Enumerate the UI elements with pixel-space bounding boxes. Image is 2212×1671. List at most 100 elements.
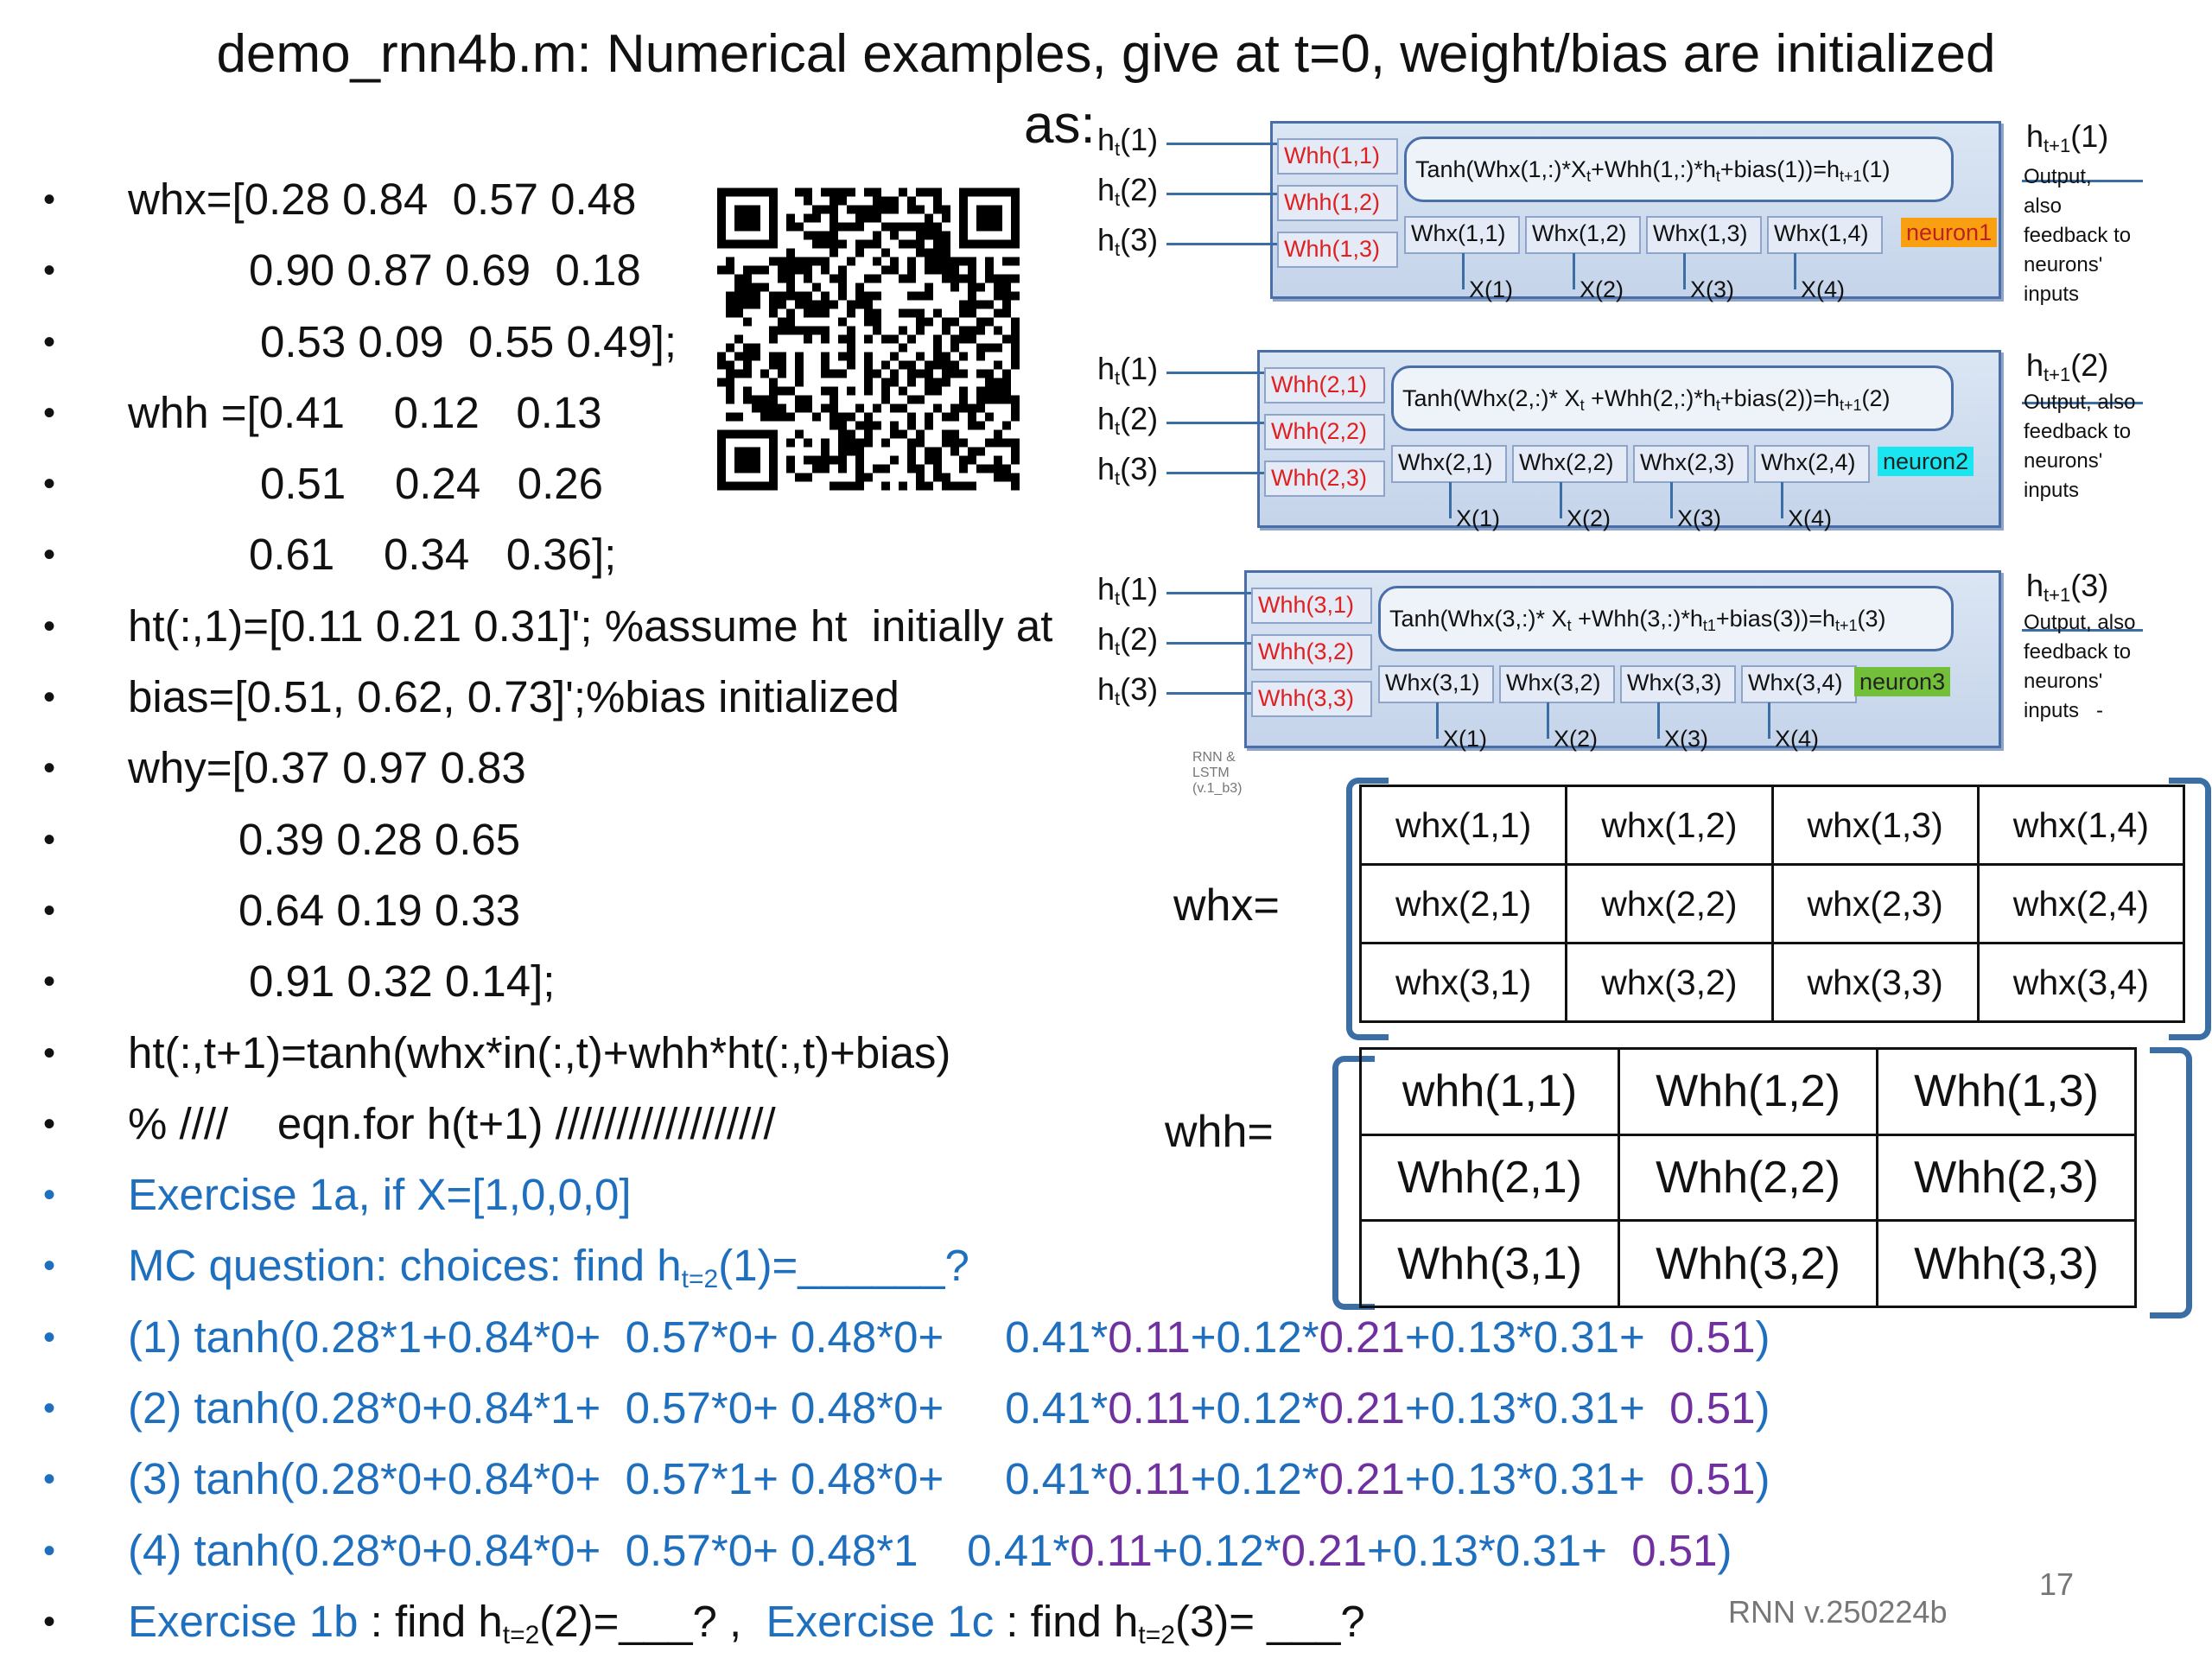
qr-module [847,222,855,232]
qr-module [743,265,752,275]
qr-module [864,473,873,482]
qr-module [786,308,795,318]
diagram-caption: RNN & LSTM (v.1_b3) [1192,750,1243,796]
qr-module [925,360,933,370]
qr-module [881,222,890,232]
qr-module [933,455,942,465]
qr-module [821,187,830,197]
qr-module [881,205,890,214]
qr-module [778,352,786,361]
output-arrow [2022,402,2143,404]
h-subscript: t [1115,467,1121,489]
h-symbol: h [2026,347,2044,383]
choice-bias: 0.51 [1669,1383,1756,1433]
qr-module [881,464,890,473]
qr-module [1011,412,1020,422]
x-input-arrow [1794,253,1796,289]
qr-module [968,265,976,275]
qr-module [821,308,830,318]
code-line: • bias=[0.51, 0.62, 0.73]';%bias initiali… [35,662,1106,733]
exercise-1c: Exercise 1c [766,1596,995,1646]
qr-module [838,481,847,491]
qr-module [890,352,899,361]
qr-module [873,403,881,413]
qr-module [925,248,933,257]
qr-module [752,352,760,361]
qr-module [976,326,985,335]
qr-module [976,403,985,413]
qr-module [726,300,734,309]
qr-module [743,386,752,396]
qr-module [1011,343,1020,353]
qr-module [786,248,795,257]
hidden-input-label: ht(1) [1097,123,1158,167]
qr-module [959,334,968,344]
h-subscript: t [1115,238,1121,260]
qr-module [734,300,743,309]
x-input-label: X(1) [1469,276,1514,302]
x-input-arrow [1657,702,1660,739]
qr-module [864,187,873,197]
qr-module [804,300,812,309]
qr-module [855,300,864,309]
h-subscript: t+1 [2044,364,2071,385]
qr-module [821,386,830,396]
qr-module [717,265,726,275]
qr-module [994,395,1002,404]
qr-module [830,412,838,422]
matrix-cell: whh(1,1) [1359,1047,1620,1136]
qr-module [786,283,795,292]
bullet-dot: • [43,963,56,1001]
qr-module [838,291,847,301]
qr-module [769,334,778,344]
choice-h1: 0.11 [1108,1312,1191,1362]
qr-module [994,283,1002,292]
bullet-text: 0.91 0.32 0.14]; [249,956,556,1007]
qr-module [726,412,734,422]
bullet-dot: • [43,678,56,717]
qr-module [985,317,994,327]
x-input-arrow [1462,253,1465,289]
qr-module [743,369,752,378]
qr-module [821,455,830,465]
qr-module [881,196,890,206]
code-line: • 0.90 0.87 0.69 0.18 [35,235,1106,306]
qr-module [959,403,968,413]
x-input-label: X(2) [1567,505,1611,531]
qr-module [864,308,873,318]
qr-module [959,386,968,396]
qr-module [1002,291,1011,301]
equation-part: +bias(1))=h [1719,156,1840,182]
version-label: RNN v.250224b [1728,1594,1948,1630]
qr-module [994,274,1002,283]
qr-module [743,360,752,370]
equation-part: t [1715,397,1720,414]
qr-module [968,257,976,266]
qr-module [795,378,804,387]
qr-module [760,412,769,422]
qr-module [925,257,933,266]
whx-weight-cell: Whx(2,4) [1754,445,1870,483]
qr-module [873,231,881,240]
qr-module [786,274,795,283]
qr-module [907,291,916,301]
x-input-arrow [1670,482,1673,518]
qr-module [933,196,942,206]
qr-module [942,205,950,214]
equation-part: +Whh(2,:)*h [1584,385,1716,411]
choice-h1: 0.11 [1070,1525,1153,1575]
qr-module [769,326,778,335]
h-subscript: t+1 [2044,584,2071,606]
input-arrow [1166,422,1264,424]
mc-choice: • (2) tanh(0.28*0+0.84*1+ 0.57*0+ 0.48*0+… [35,1373,1770,1444]
qr-module [855,222,864,232]
qr-module [804,403,812,413]
qr-module [864,291,873,301]
qr-module [933,187,942,197]
bullet-text: 0.64 0.19 0.33 [238,885,521,935]
choice-h2: 0.21 [1319,1312,1405,1362]
whh-weight-cell: Whh(3,1) [1251,588,1372,624]
qr-module [985,395,994,404]
qr-module [994,308,1002,318]
qr-module [786,265,795,275]
